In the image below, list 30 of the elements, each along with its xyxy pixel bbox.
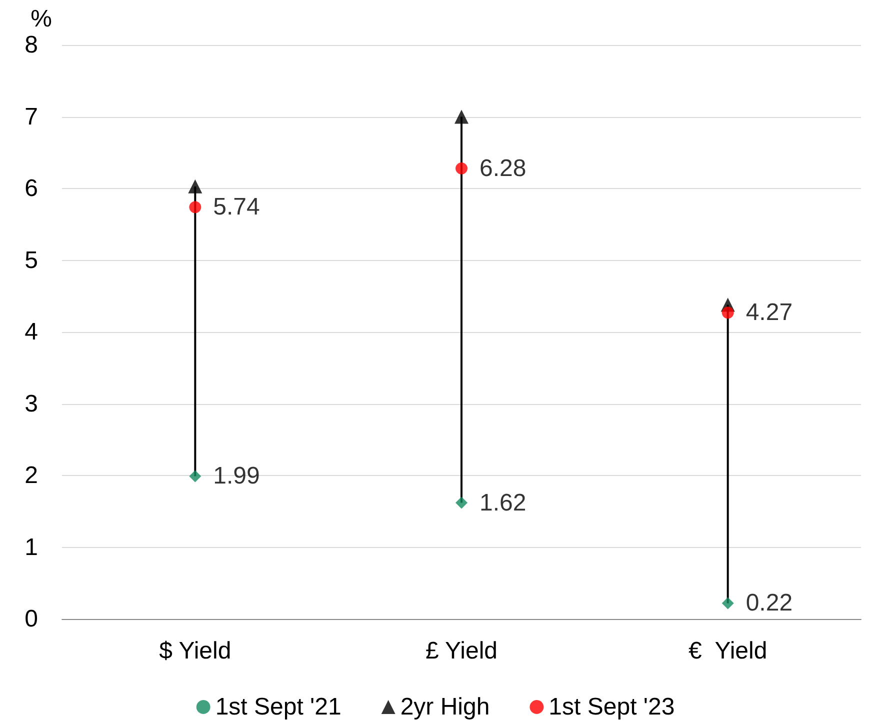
data-label: 4.27 (746, 299, 793, 326)
point (189, 470, 202, 482)
x-tick-label: € Yield (688, 638, 768, 664)
data-label: 1.99 (213, 462, 260, 490)
point (456, 496, 468, 509)
x-tick-label: $ Yield (159, 638, 232, 664)
data-label: 5.74 (213, 194, 260, 221)
y-tick-label: 7 (24, 103, 38, 130)
point (456, 162, 468, 174)
legend-label: 2yr High (400, 694, 490, 720)
point (454, 110, 468, 124)
legend-label: 1st Sept '21 (215, 694, 342, 720)
y-tick-label: 1 (24, 534, 38, 561)
y-tick-label: 4 (24, 318, 38, 346)
point (188, 179, 202, 194)
y-tick-label: 2 (24, 462, 38, 489)
data-label: 0.22 (746, 590, 793, 617)
y-tick-label: 5 (24, 246, 38, 274)
data-label: 1.62 (480, 489, 526, 516)
y-tick-label: 3 (24, 390, 38, 418)
x-tick-label: £ Yield (425, 638, 498, 664)
y-tick-label: 8 (24, 32, 38, 58)
y-tick-label: 0 (24, 606, 38, 632)
point (722, 597, 734, 610)
data-label: 6.28 (480, 154, 526, 182)
y-tick-label: 6 (24, 175, 38, 202)
y-axis-title: % (30, 6, 52, 32)
legend-label: 1st Sept '23 (548, 694, 675, 720)
point (189, 201, 202, 214)
point (722, 306, 734, 319)
